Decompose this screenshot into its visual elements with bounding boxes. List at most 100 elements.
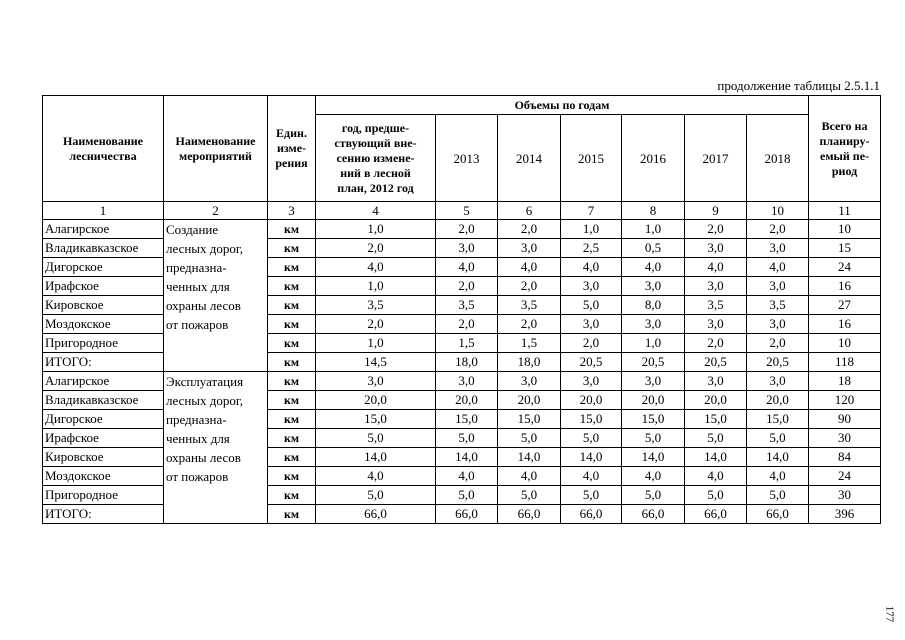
forestry-cell: Кировское	[42, 295, 164, 315]
value-cell: 14,0	[497, 447, 561, 467]
value-cell: 5,0	[560, 428, 622, 448]
value-cell: 3,5	[745, 295, 810, 315]
value-cell: 120	[808, 390, 882, 410]
value-cell: 2,0	[497, 314, 561, 334]
value-cell: 2,0	[435, 276, 498, 296]
unit-cell: км	[267, 428, 316, 448]
value-cell: 4,0	[745, 466, 810, 486]
value-cell: 18,0	[497, 352, 561, 372]
value-cell: 20,5	[560, 352, 622, 372]
value-cell: 4,0	[315, 257, 436, 277]
value-cell: 15,0	[621, 409, 685, 429]
value-cell: 5,0	[435, 428, 498, 448]
activity-cell: Эксплуатация лесных дорог, предназна- че…	[163, 371, 268, 524]
value-cell: 14,0	[684, 447, 747, 467]
value-cell: 10	[808, 333, 882, 353]
value-cell: 20,5	[621, 352, 685, 372]
value-cell: 15,0	[745, 409, 810, 429]
forestry-cell: Кировское	[42, 447, 164, 467]
value-cell: 20,0	[497, 390, 561, 410]
forestry-cell: Владикавказское	[42, 238, 164, 258]
value-cell: 0,5	[621, 238, 685, 258]
value-cell: 2,0	[315, 238, 436, 258]
value-cell: 3,0	[621, 276, 685, 296]
value-cell: 20,0	[315, 390, 436, 410]
value-cell: 66,0	[560, 504, 622, 524]
unit-cell: км	[267, 276, 316, 296]
table-row: Алагирское Эксплуатация лесных дорог, пре…	[42, 371, 882, 524]
value-cell: 20,0	[745, 390, 810, 410]
value-cell: 3,0	[435, 238, 498, 258]
value-cell: 3,0	[745, 314, 810, 334]
value-cell: 118	[808, 352, 882, 372]
header-cell: 2014	[497, 114, 561, 202]
activity-cell: Создание лесных дорог, предназна- ченных…	[163, 219, 268, 372]
forestry-cell: Пригородное	[42, 485, 164, 505]
value-cell: 4,0	[684, 466, 747, 486]
forestry-cell: Пригородное	[42, 333, 164, 353]
value-cell: 16	[808, 276, 882, 296]
column-number-row: 1 2 3 4 5 6 7 8 9 10 11	[42, 201, 882, 220]
forestry-cell: ИТОГО:	[42, 504, 164, 524]
value-cell: 2,0	[560, 333, 622, 353]
forestry-cell: ИТОГО:	[42, 352, 164, 372]
column-number: 6	[497, 201, 561, 220]
unit-cell: км	[267, 485, 316, 505]
value-cell: 20,5	[745, 352, 810, 372]
value-cell: 1,0	[621, 333, 685, 353]
value-cell: 3,0	[560, 314, 622, 334]
column-number: 8	[621, 201, 685, 220]
value-cell: 5,0	[560, 485, 622, 505]
value-cell: 30	[808, 428, 882, 448]
value-cell: 2,0	[497, 276, 561, 296]
header-cell: 2018	[745, 114, 810, 202]
value-cell: 14,0	[315, 447, 436, 467]
value-cell: 5,0	[315, 428, 436, 448]
value-cell: 3,0	[684, 276, 747, 296]
value-cell: 5,0	[315, 485, 436, 505]
value-cell: 4,0	[435, 257, 498, 277]
value-cell: 14,0	[745, 447, 810, 467]
column-number: 9	[684, 201, 747, 220]
header-cell: 2016	[621, 114, 685, 202]
value-cell: 3,5	[684, 295, 747, 315]
value-cell: 1,0	[315, 219, 436, 239]
value-cell: 18	[808, 371, 882, 391]
value-cell: 66,0	[621, 504, 685, 524]
value-cell: 2,0	[745, 219, 810, 239]
value-cell: 66,0	[684, 504, 747, 524]
table-row: Владикавказское км 20,0 20,0 20,0 20,0 20,0 20,…	[42, 390, 882, 410]
value-cell: 2,0	[497, 219, 561, 239]
value-cell: 15,0	[497, 409, 561, 429]
value-cell: 2,0	[315, 314, 436, 334]
value-cell: 5,0	[560, 295, 622, 315]
header-row: год, предше- ствующий вне- сению измене-…	[43, 114, 881, 202]
unit-cell: км	[267, 504, 316, 524]
table-row: Кировское км 3,5 3,5 3,5 5,0 8,0 3,5 3,5 27	[42, 295, 882, 315]
unit-cell: км	[267, 333, 316, 353]
value-cell: 18,0	[435, 352, 498, 372]
value-cell: 1,5	[497, 333, 561, 353]
table-header: Наименование лесничества Наименование мер…	[42, 95, 882, 220]
column-number: 10	[745, 201, 810, 220]
table-row: Алагирское Создание лесных дорог, предназ…	[42, 219, 882, 372]
table-row: Пригородное км 5,0 5,0 5,0 5,0 5,0 5,0 5,0 30	[42, 485, 882, 505]
header-cell: 2015	[560, 114, 622, 202]
table-row: Владикавказское км 2,0 3,0 3,0 2,5 0,5 3,0 3,0 15	[42, 238, 882, 258]
value-cell: 14,0	[621, 447, 685, 467]
forestry-cell: Алагирское	[42, 371, 164, 391]
value-cell: 66,0	[315, 504, 436, 524]
forestry-cell: Моздокское	[42, 314, 164, 334]
header-cell: Наименование мероприятий	[163, 95, 268, 202]
column-number: 5	[435, 201, 498, 220]
value-cell: 1,0	[560, 219, 622, 239]
value-cell: 5,0	[684, 485, 747, 505]
value-cell: 14,0	[560, 447, 622, 467]
value-cell: 3,0	[745, 276, 810, 296]
header-cell: 2013	[435, 114, 498, 202]
table-row: Пригородное км 1,0 1,5 1,5 2,0 1,0 2,0 2,0 10	[42, 333, 882, 353]
header-cell: Всего на планиру- емый пе- риод	[808, 95, 882, 202]
table-caption: продолжение таблицы 2.5.1.1	[717, 78, 880, 93]
value-cell: 3,0	[684, 238, 747, 258]
